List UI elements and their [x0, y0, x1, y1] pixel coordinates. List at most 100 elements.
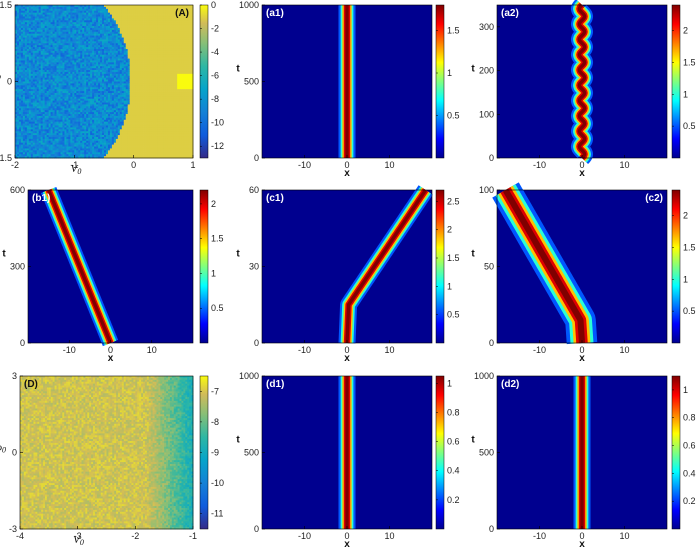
heatmap-cell — [16, 73, 20, 77]
heatmap-cell — [24, 41, 28, 44]
heatmap-cell — [72, 45, 75, 48]
heatmap-cell — [44, 73, 48, 77]
heatmap-cell — [48, 112, 51, 115]
heatmap-cell — [64, 18, 67, 21]
heatmap-cell — [48, 18, 51, 21]
heatmap-cell — [70, 70, 73, 73]
heatmap-cell — [52, 136, 55, 140]
heatmap-cell — [54, 77, 57, 80]
heatmap-cell — [40, 123, 44, 126]
heatmap-cell — [15, 150, 18, 153]
heatmap-cell — [22, 83, 26, 86]
heatmap-cell — [46, 150, 50, 153]
heatmap-cell — [42, 48, 46, 52]
heatmap-cell — [62, 83, 65, 86]
heatmap-cell — [66, 48, 69, 52]
heatmap-cell — [24, 6, 28, 10]
heatmap-cell — [54, 73, 57, 77]
heatmap-cell — [70, 43, 73, 46]
heatmap-cell — [58, 24, 61, 27]
heatmap-cell — [68, 127, 71, 130]
heatmap-cell — [36, 138, 40, 142]
heatmap-cell — [15, 87, 18, 90]
heatmap-cell — [70, 14, 73, 17]
heatmap-cell — [62, 154, 65, 157]
heatmap-cell — [58, 50, 61, 54]
heatmap-cell — [26, 87, 30, 90]
heatmap-cell — [76, 16, 79, 19]
heatmap-cell — [72, 41, 75, 44]
heatmap-cell — [18, 5, 22, 8]
heatmap-cell — [70, 20, 73, 23]
heatmap-cell — [52, 142, 55, 146]
heatmap-cell — [52, 6, 55, 10]
heatmap-cell — [56, 123, 59, 126]
heatmap-cell — [68, 64, 71, 67]
heatmap-cell — [76, 39, 79, 42]
heatmap-cell — [18, 77, 22, 80]
heatmap-cell — [74, 47, 77, 50]
heatmap-cell — [32, 112, 36, 115]
heatmap-cell — [18, 48, 22, 52]
heatmap-cell — [70, 48, 73, 52]
heatmap-cell — [46, 68, 50, 71]
heatmap-cell — [15, 106, 18, 109]
heatmap-cell — [52, 24, 55, 27]
heatmap-cell — [30, 62, 34, 65]
heatmap-cell — [76, 52, 79, 56]
heatmap-cell — [58, 91, 61, 94]
heatmap-cell — [30, 135, 34, 138]
heatmap-cell — [36, 112, 40, 115]
heatmap-cell — [42, 66, 46, 69]
heatmap-cell — [46, 108, 50, 111]
heatmap-cell — [78, 102, 81, 105]
heatmap-cell — [48, 129, 51, 132]
heatmap-cell — [66, 66, 69, 69]
heatmap-cell — [78, 43, 81, 46]
heatmap-cell — [62, 89, 65, 92]
heatmap-cell — [22, 18, 26, 21]
heatmap-cell — [48, 56, 51, 59]
heatmap-cell — [68, 31, 71, 35]
heatmap-cell — [38, 89, 42, 92]
heatmap-cell — [38, 45, 42, 48]
heatmap-cell — [16, 115, 20, 119]
heatmap-cell — [56, 102, 59, 105]
heatmap-cell — [20, 43, 24, 46]
heatmap-cell — [50, 12, 53, 15]
heatmap-cell — [36, 150, 40, 153]
heatmap-cell — [48, 64, 51, 67]
heatmap-cell — [16, 150, 20, 153]
heatmap-cell — [64, 106, 67, 109]
heatmap-cell — [64, 150, 67, 153]
heatmap-cell — [30, 150, 34, 153]
heatmap-cell — [58, 45, 61, 48]
heatmap-cell — [48, 154, 51, 157]
heatmap-cell — [56, 27, 59, 31]
heatmap-cell — [36, 50, 40, 54]
heatmap-cell — [26, 50, 30, 54]
heatmap-cell — [54, 89, 57, 92]
heatmap-cell — [26, 119, 30, 123]
heatmap-cell — [54, 127, 57, 130]
heatmap-cell — [16, 60, 20, 63]
heatmap-cell — [70, 33, 73, 36]
heatmap-cell — [52, 140, 55, 144]
heatmap-cell — [60, 18, 63, 21]
heatmap-cell — [36, 87, 40, 90]
heatmap-cell — [78, 52, 81, 56]
heatmap-cell — [66, 140, 69, 144]
heatmap-cell — [24, 77, 28, 80]
heatmap-cell — [34, 138, 38, 142]
heatmap-cell — [18, 152, 22, 155]
heatmap-cell — [34, 18, 38, 21]
heatmap-cell — [18, 150, 22, 153]
heatmap-cell — [16, 142, 20, 146]
heatmap-cell — [76, 100, 79, 103]
heatmap-cell — [38, 148, 42, 151]
heatmap-cell — [22, 20, 26, 23]
heatmap-cell — [60, 121, 63, 124]
heatmap-cell — [74, 148, 77, 151]
heatmap-cell — [34, 66, 38, 69]
heatmap-cell — [44, 29, 48, 33]
